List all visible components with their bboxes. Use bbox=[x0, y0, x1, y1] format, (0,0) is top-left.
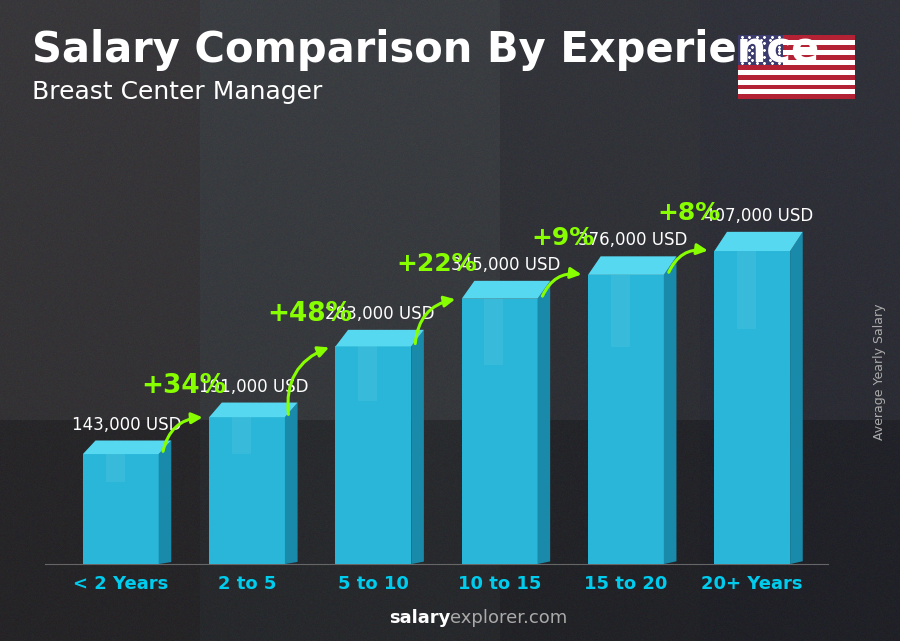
Text: +9%: +9% bbox=[531, 226, 594, 251]
Text: Average Yearly Salary: Average Yearly Salary bbox=[874, 304, 886, 440]
Polygon shape bbox=[737, 251, 756, 329]
Polygon shape bbox=[484, 299, 503, 365]
Polygon shape bbox=[588, 256, 677, 275]
Bar bbox=[738, 79, 855, 85]
Polygon shape bbox=[611, 275, 630, 347]
Polygon shape bbox=[336, 346, 411, 564]
Polygon shape bbox=[83, 454, 158, 564]
Polygon shape bbox=[285, 403, 298, 564]
Polygon shape bbox=[715, 251, 790, 564]
Bar bbox=[738, 85, 855, 90]
Polygon shape bbox=[358, 346, 377, 401]
Bar bbox=[738, 40, 855, 45]
Text: +8%: +8% bbox=[658, 201, 721, 224]
Polygon shape bbox=[158, 440, 171, 564]
Bar bbox=[738, 75, 855, 79]
Bar bbox=[738, 90, 855, 94]
Text: salary: salary bbox=[389, 609, 450, 627]
Polygon shape bbox=[588, 275, 664, 564]
Text: Breast Center Manager: Breast Center Manager bbox=[32, 80, 322, 104]
Polygon shape bbox=[336, 330, 424, 346]
Bar bbox=[738, 70, 855, 75]
Polygon shape bbox=[462, 299, 537, 564]
Polygon shape bbox=[462, 281, 550, 299]
Bar bbox=[738, 45, 855, 50]
Text: +22%: +22% bbox=[396, 252, 477, 276]
Polygon shape bbox=[105, 454, 124, 481]
Polygon shape bbox=[232, 417, 251, 454]
Bar bbox=[738, 50, 855, 55]
Polygon shape bbox=[83, 440, 171, 454]
Bar bbox=[738, 55, 855, 60]
Text: 345,000 USD: 345,000 USD bbox=[451, 256, 561, 274]
Text: 191,000 USD: 191,000 USD bbox=[199, 378, 308, 395]
Bar bbox=[738, 35, 855, 40]
Text: 407,000 USD: 407,000 USD bbox=[704, 207, 814, 225]
Polygon shape bbox=[537, 281, 550, 564]
Bar bbox=[738, 60, 855, 65]
Text: 283,000 USD: 283,000 USD bbox=[325, 305, 435, 323]
Text: explorer.com: explorer.com bbox=[450, 609, 567, 627]
Text: 376,000 USD: 376,000 USD bbox=[578, 231, 687, 249]
Polygon shape bbox=[209, 417, 285, 564]
Bar bbox=[738, 65, 855, 70]
Text: +48%: +48% bbox=[267, 301, 353, 327]
Text: +34%: +34% bbox=[141, 374, 227, 399]
Polygon shape bbox=[209, 403, 298, 417]
Polygon shape bbox=[664, 256, 677, 564]
Text: 143,000 USD: 143,000 USD bbox=[72, 415, 182, 433]
Text: Salary Comparison By Experience: Salary Comparison By Experience bbox=[32, 29, 819, 71]
Bar bbox=[738, 35, 783, 65]
Bar bbox=[738, 94, 855, 99]
Polygon shape bbox=[715, 232, 803, 251]
Polygon shape bbox=[790, 232, 803, 564]
Polygon shape bbox=[411, 330, 424, 564]
